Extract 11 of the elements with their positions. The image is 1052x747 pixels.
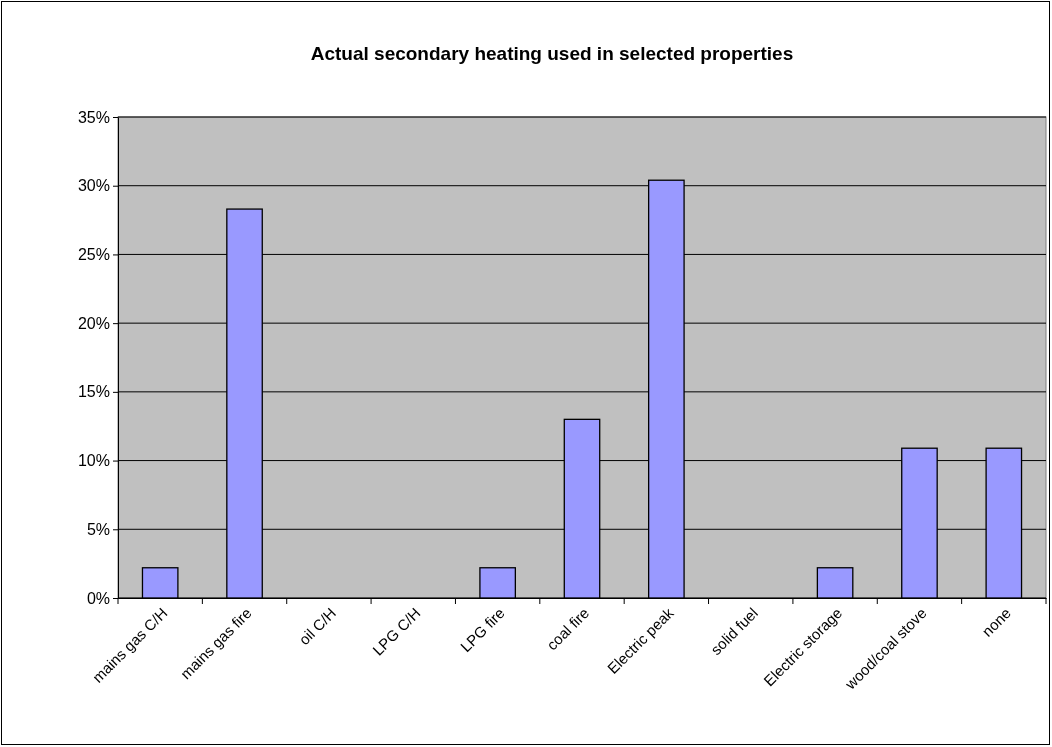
- y-tick-label: 5%: [86, 520, 110, 538]
- x-tick-label: oil C/H: [295, 604, 340, 649]
- y-tick-label: 20%: [77, 314, 110, 332]
- y-tick-label: 10%: [77, 452, 110, 470]
- y-tick-label: 35%: [77, 108, 110, 126]
- chart-title: Actual secondary heating used in selected properties: [310, 43, 794, 64]
- x-tick-label: coal fire: [543, 604, 593, 654]
- y-tick-label: 0%: [86, 589, 110, 607]
- y-tick-label: 30%: [77, 177, 110, 195]
- y-tick-label: 15%: [77, 383, 110, 401]
- y-tick-label: 25%: [77, 246, 110, 264]
